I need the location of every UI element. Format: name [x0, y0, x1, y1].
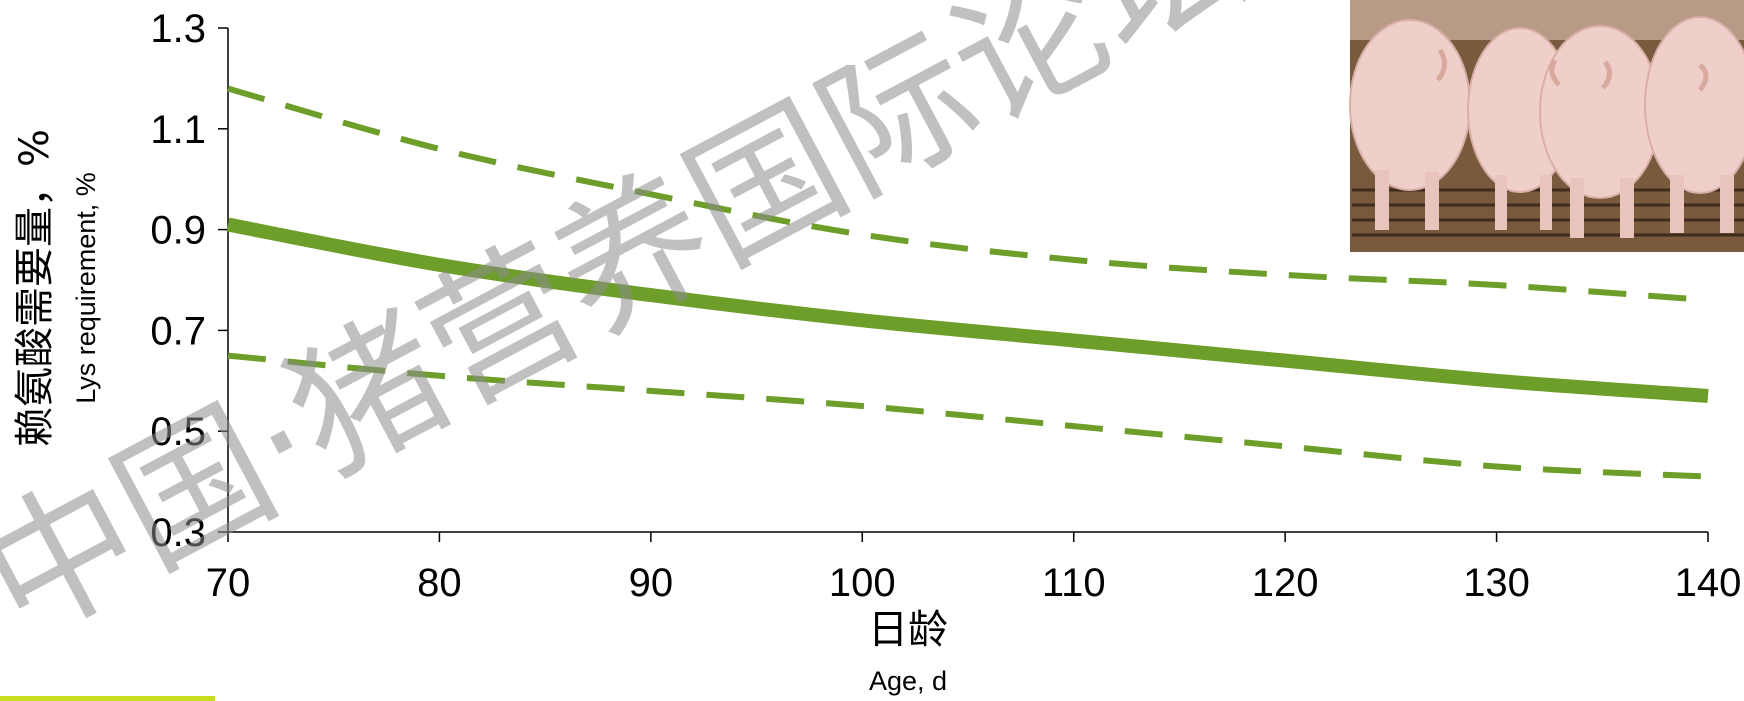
x-axis-title: 日龄: [868, 607, 948, 653]
y-axis-title: 赖氨酸需要量，%: [12, 129, 58, 447]
lower-bound-line: [227, 352, 1709, 480]
x-tick-label: 140: [1675, 561, 1742, 605]
y-axis-title-en: Lys requirement, %: [71, 172, 101, 404]
x-tick-label: 90: [629, 561, 674, 605]
y-tick-label: 1.1: [150, 108, 206, 152]
y-tick-label: 1.3: [150, 7, 206, 51]
pig-photo: [1349, 0, 1744, 252]
y-tick-label: 0.7: [150, 309, 206, 353]
x-tick-label: 80: [417, 561, 462, 605]
x-tick-label: 70: [206, 561, 251, 605]
requirement-line: [226, 217, 1709, 403]
axes: [218, 27, 1709, 542]
x-axis-title-en: Age, d: [869, 666, 947, 696]
y-tick-label: 0.5: [150, 410, 206, 454]
tick-labels: 0.3 0.5 0.7 0.9 1.1 1.3 70 80 90 100 110 120 130 140: [150, 7, 1741, 605]
x-tick-label: 130: [1463, 561, 1530, 605]
data-series: [226, 85, 1709, 480]
y-tick-label: 0.3: [150, 511, 206, 555]
x-tick-label: 100: [829, 561, 896, 605]
y-tick-label: 0.9: [150, 209, 206, 253]
upper-bound-line: [227, 85, 1709, 304]
x-tick-label: 120: [1252, 561, 1319, 605]
x-tick-label: 110: [1042, 561, 1106, 605]
accent-bar: [0, 696, 215, 701]
